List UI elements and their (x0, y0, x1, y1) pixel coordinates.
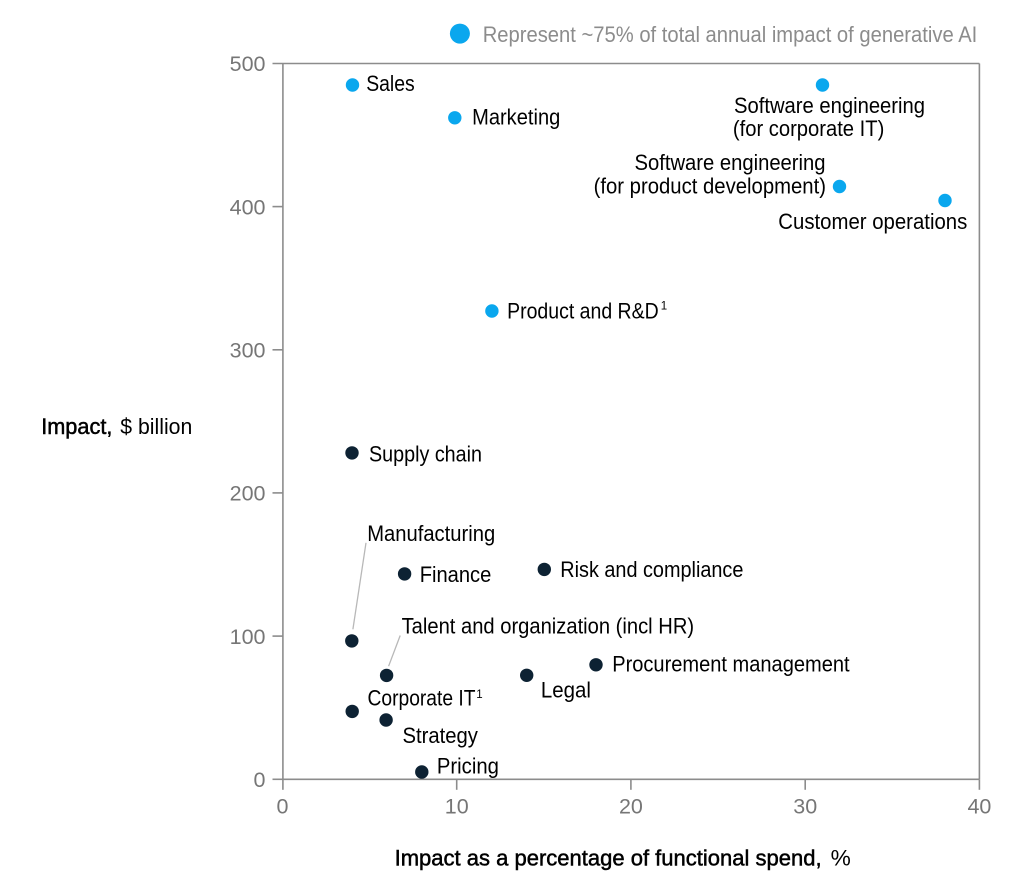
svg-text:0: 0 (277, 794, 289, 818)
svg-text:100: 100 (230, 625, 266, 649)
svg-text:Supply chain: Supply chain (369, 442, 482, 467)
svg-text:Legal: Legal (541, 678, 591, 703)
svg-text:Corporate IT: Corporate IT (368, 685, 476, 710)
svg-text:Strategy: Strategy (403, 723, 479, 748)
svg-text:500: 500 (230, 52, 266, 76)
svg-text:Customer operations: Customer operations (778, 209, 967, 234)
svg-text:30: 30 (793, 794, 817, 818)
svg-text:Impact as a percentage of func: Impact as a percentage of functional spe… (395, 845, 822, 870)
svg-text:$ billion: $ billion (120, 414, 192, 439)
svg-text:200: 200 (230, 482, 266, 506)
svg-text:40: 40 (967, 794, 991, 818)
svg-text:20: 20 (619, 794, 643, 818)
svg-text:(for corporate IT): (for corporate IT) (733, 116, 884, 141)
svg-text:Sales: Sales (366, 71, 415, 96)
svg-text:(for product development): (for product development) (594, 174, 826, 199)
svg-text:Pricing: Pricing (437, 754, 499, 779)
svg-text:300: 300 (230, 339, 266, 363)
svg-text:Risk and compliance: Risk and compliance (560, 557, 743, 582)
svg-text:10: 10 (445, 794, 469, 818)
svg-text:%: % (831, 845, 851, 870)
svg-text:Finance: Finance (420, 562, 492, 587)
svg-text:1: 1 (661, 301, 667, 313)
svg-text:Product and R&D: Product and R&D (507, 299, 659, 324)
svg-text:Marketing: Marketing (472, 105, 560, 130)
svg-text:Software engineering: Software engineering (635, 150, 826, 175)
svg-text:1: 1 (476, 689, 482, 701)
svg-text:Impact,: Impact, (41, 414, 112, 439)
svg-text:Software engineering: Software engineering (734, 93, 925, 118)
svg-text:Talent and organization (incl: Talent and organization (incl HR) (402, 613, 694, 638)
svg-text:Represent ~75% of total annual: Represent ~75% of total annual impact of… (483, 22, 978, 47)
svg-text:Manufacturing: Manufacturing (367, 521, 495, 546)
svg-text:Procurement management: Procurement management (612, 652, 850, 677)
svg-text:400: 400 (230, 195, 266, 219)
svg-text:0: 0 (254, 768, 266, 792)
